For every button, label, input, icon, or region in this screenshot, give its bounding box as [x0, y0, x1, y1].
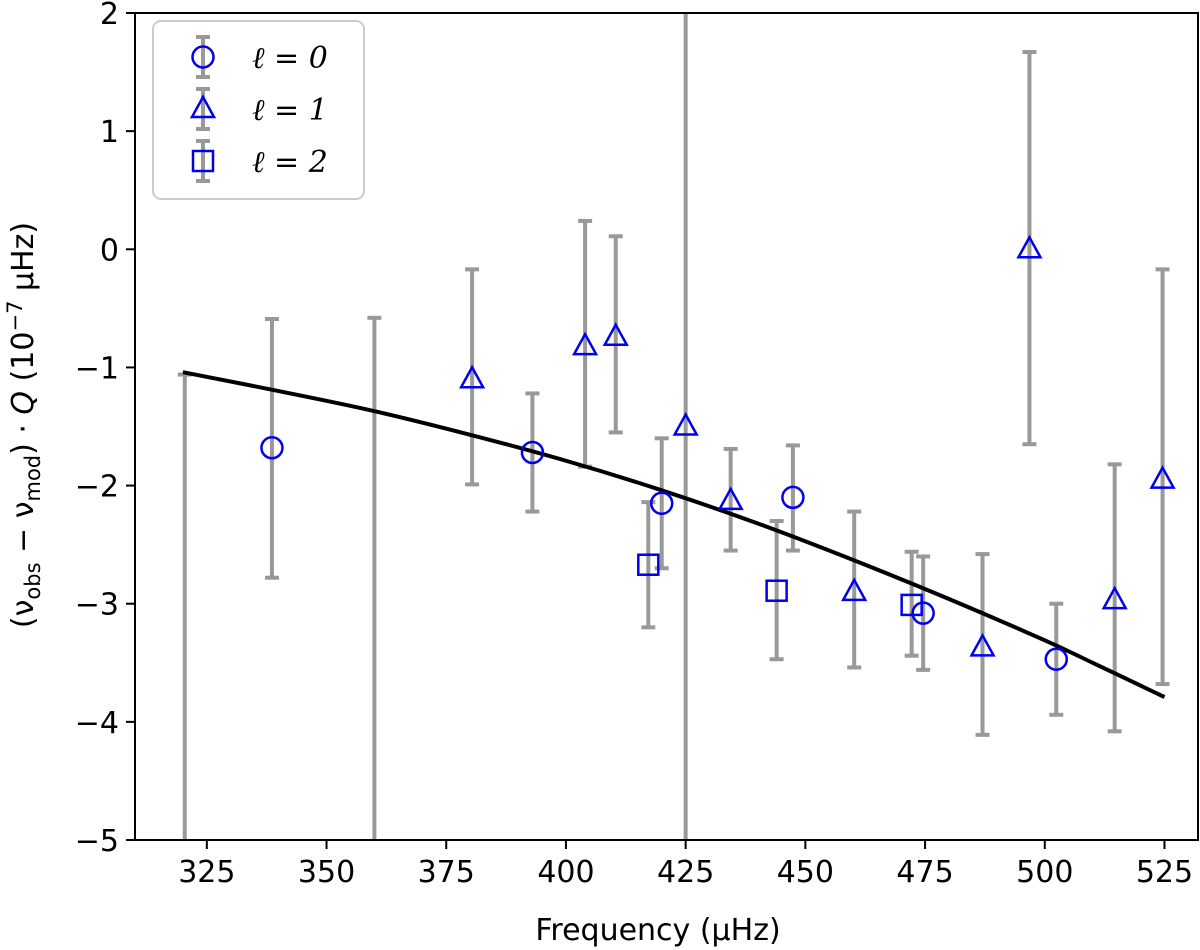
errorbar-s0-0 — [264, 316, 279, 580]
errorbar-s2-2 — [904, 549, 919, 658]
errorbar-s1-9 — [1155, 267, 1170, 687]
y-label-exponent: −7 — [3, 301, 27, 332]
legend-label-0: ℓ = 0 — [252, 41, 328, 76]
errorbar-s0-2 — [654, 436, 669, 571]
x-tick-label-4: 425 — [657, 855, 714, 890]
y-label-units-post: μHz) — [6, 222, 41, 301]
errorbar-s0-4 — [916, 554, 931, 672]
x-tick-label-7: 500 — [1016, 855, 1073, 890]
marker-triangle-2 — [602, 322, 629, 346]
y-tick-label-4: −1 — [75, 351, 119, 386]
y-label-mid: ) · — [6, 415, 41, 455]
y-label-sub-mod: mod — [21, 455, 45, 502]
errorbar-s2-0 — [641, 500, 656, 630]
y-tick-label-0: −5 — [75, 824, 119, 859]
errorbar-s1-8 — [1107, 462, 1122, 734]
x-tick-label-0: 325 — [178, 855, 235, 890]
y-axis-label: (νobs − νmod) · Q (10−7 μHz) — [3, 222, 45, 628]
y-tick-label-2: −3 — [75, 588, 119, 623]
y-label-prefix: (ν — [6, 600, 41, 628]
model-curve — [182, 370, 1166, 699]
marker-circle-4 — [911, 601, 935, 625]
errorbar-s1-5 — [847, 509, 862, 670]
marker-square-1 — [765, 579, 788, 602]
legend-item-1: ℓ = 1 — [189, 87, 328, 131]
y-label-sub-obs: obs — [21, 562, 45, 599]
marker-triangle-3 — [672, 411, 699, 436]
x-tick-label-1: 350 — [298, 855, 355, 890]
legend-item-0: ℓ = 0 — [191, 35, 328, 79]
marker-circle-2 — [649, 491, 674, 516]
marker-circle-5 — [1044, 647, 1069, 671]
errorbar-s1-7 — [1022, 49, 1037, 447]
plot-frame — [134, 12, 1199, 841]
y-tick-label-7: 2 — [100, 0, 119, 32]
x-tick-label-8: 525 — [1136, 855, 1193, 890]
marker-triangle-5 — [841, 577, 868, 602]
marker-circle-0 — [260, 436, 284, 460]
y-tick-label-6: 1 — [100, 115, 119, 150]
x-tick-label-6: 475 — [896, 855, 953, 890]
marker-circle-1 — [520, 440, 545, 465]
legend-marker-triangle — [189, 94, 217, 119]
legend-items: ℓ = 0 ℓ = 1 ℓ = 2 — [189, 35, 328, 183]
data-markers — [260, 234, 1176, 671]
errorbar-s1-2 — [608, 234, 623, 435]
y-axis-ticks: −5 −4 −3 −2 −1 0 1 2 — [75, 0, 135, 859]
x-tick-label-2: 375 — [418, 855, 475, 890]
legend-marker-circle — [191, 45, 215, 69]
errorbar-extra-0 — [177, 372, 192, 840]
marker-triangle-7 — [1016, 234, 1043, 259]
marker-triangle-1 — [571, 331, 599, 356]
y-tick-label-5: 0 — [100, 233, 119, 268]
x-tick-label-3: 400 — [537, 855, 594, 890]
errorbar-s0-5 — [1049, 601, 1064, 717]
errorbars — [177, 13, 1170, 840]
y-tick-label-3: −2 — [75, 470, 119, 505]
y-tick-label-1: −4 — [75, 706, 119, 741]
marker-triangle-0 — [458, 364, 486, 389]
marker-square-2 — [900, 593, 923, 617]
errorbar-s0-3 — [785, 443, 800, 553]
y-label-q: Q — [6, 391, 41, 415]
marker-triangle-8 — [1101, 585, 1128, 610]
legend-label-1: ℓ = 1 — [252, 93, 328, 128]
y-label-units-pre: (10 — [6, 332, 41, 391]
legend-item-2: ℓ = 2 — [191, 139, 328, 183]
marker-triangle-6 — [969, 632, 996, 657]
legend-marker-square — [191, 149, 215, 173]
x-axis-label: Frequency (μHz) — [535, 913, 780, 948]
marker-triangle-9 — [1149, 465, 1176, 489]
marker-square-0 — [637, 553, 660, 576]
marker-triangle-4 — [717, 486, 744, 511]
errorbar-s1-4 — [723, 446, 738, 553]
legend-label-2: ℓ = 2 — [252, 145, 328, 180]
x-axis-ticks: 325 350 375 400 425 450 475 500 525 — [178, 840, 1193, 890]
errorbar-s1-0 — [465, 267, 480, 487]
errorbar-s1-6 — [975, 552, 990, 737]
legend: ℓ = 0 ℓ = 1 ℓ = 2 — [152, 20, 365, 200]
errorbar-s2-1 — [769, 519, 784, 662]
errorbar-extra-1 — [367, 315, 382, 840]
x-tick-label-5: 450 — [777, 855, 834, 890]
y-label-minus: − ν — [6, 502, 41, 563]
legend-box — [152, 20, 365, 200]
marker-circle-3 — [781, 485, 805, 510]
